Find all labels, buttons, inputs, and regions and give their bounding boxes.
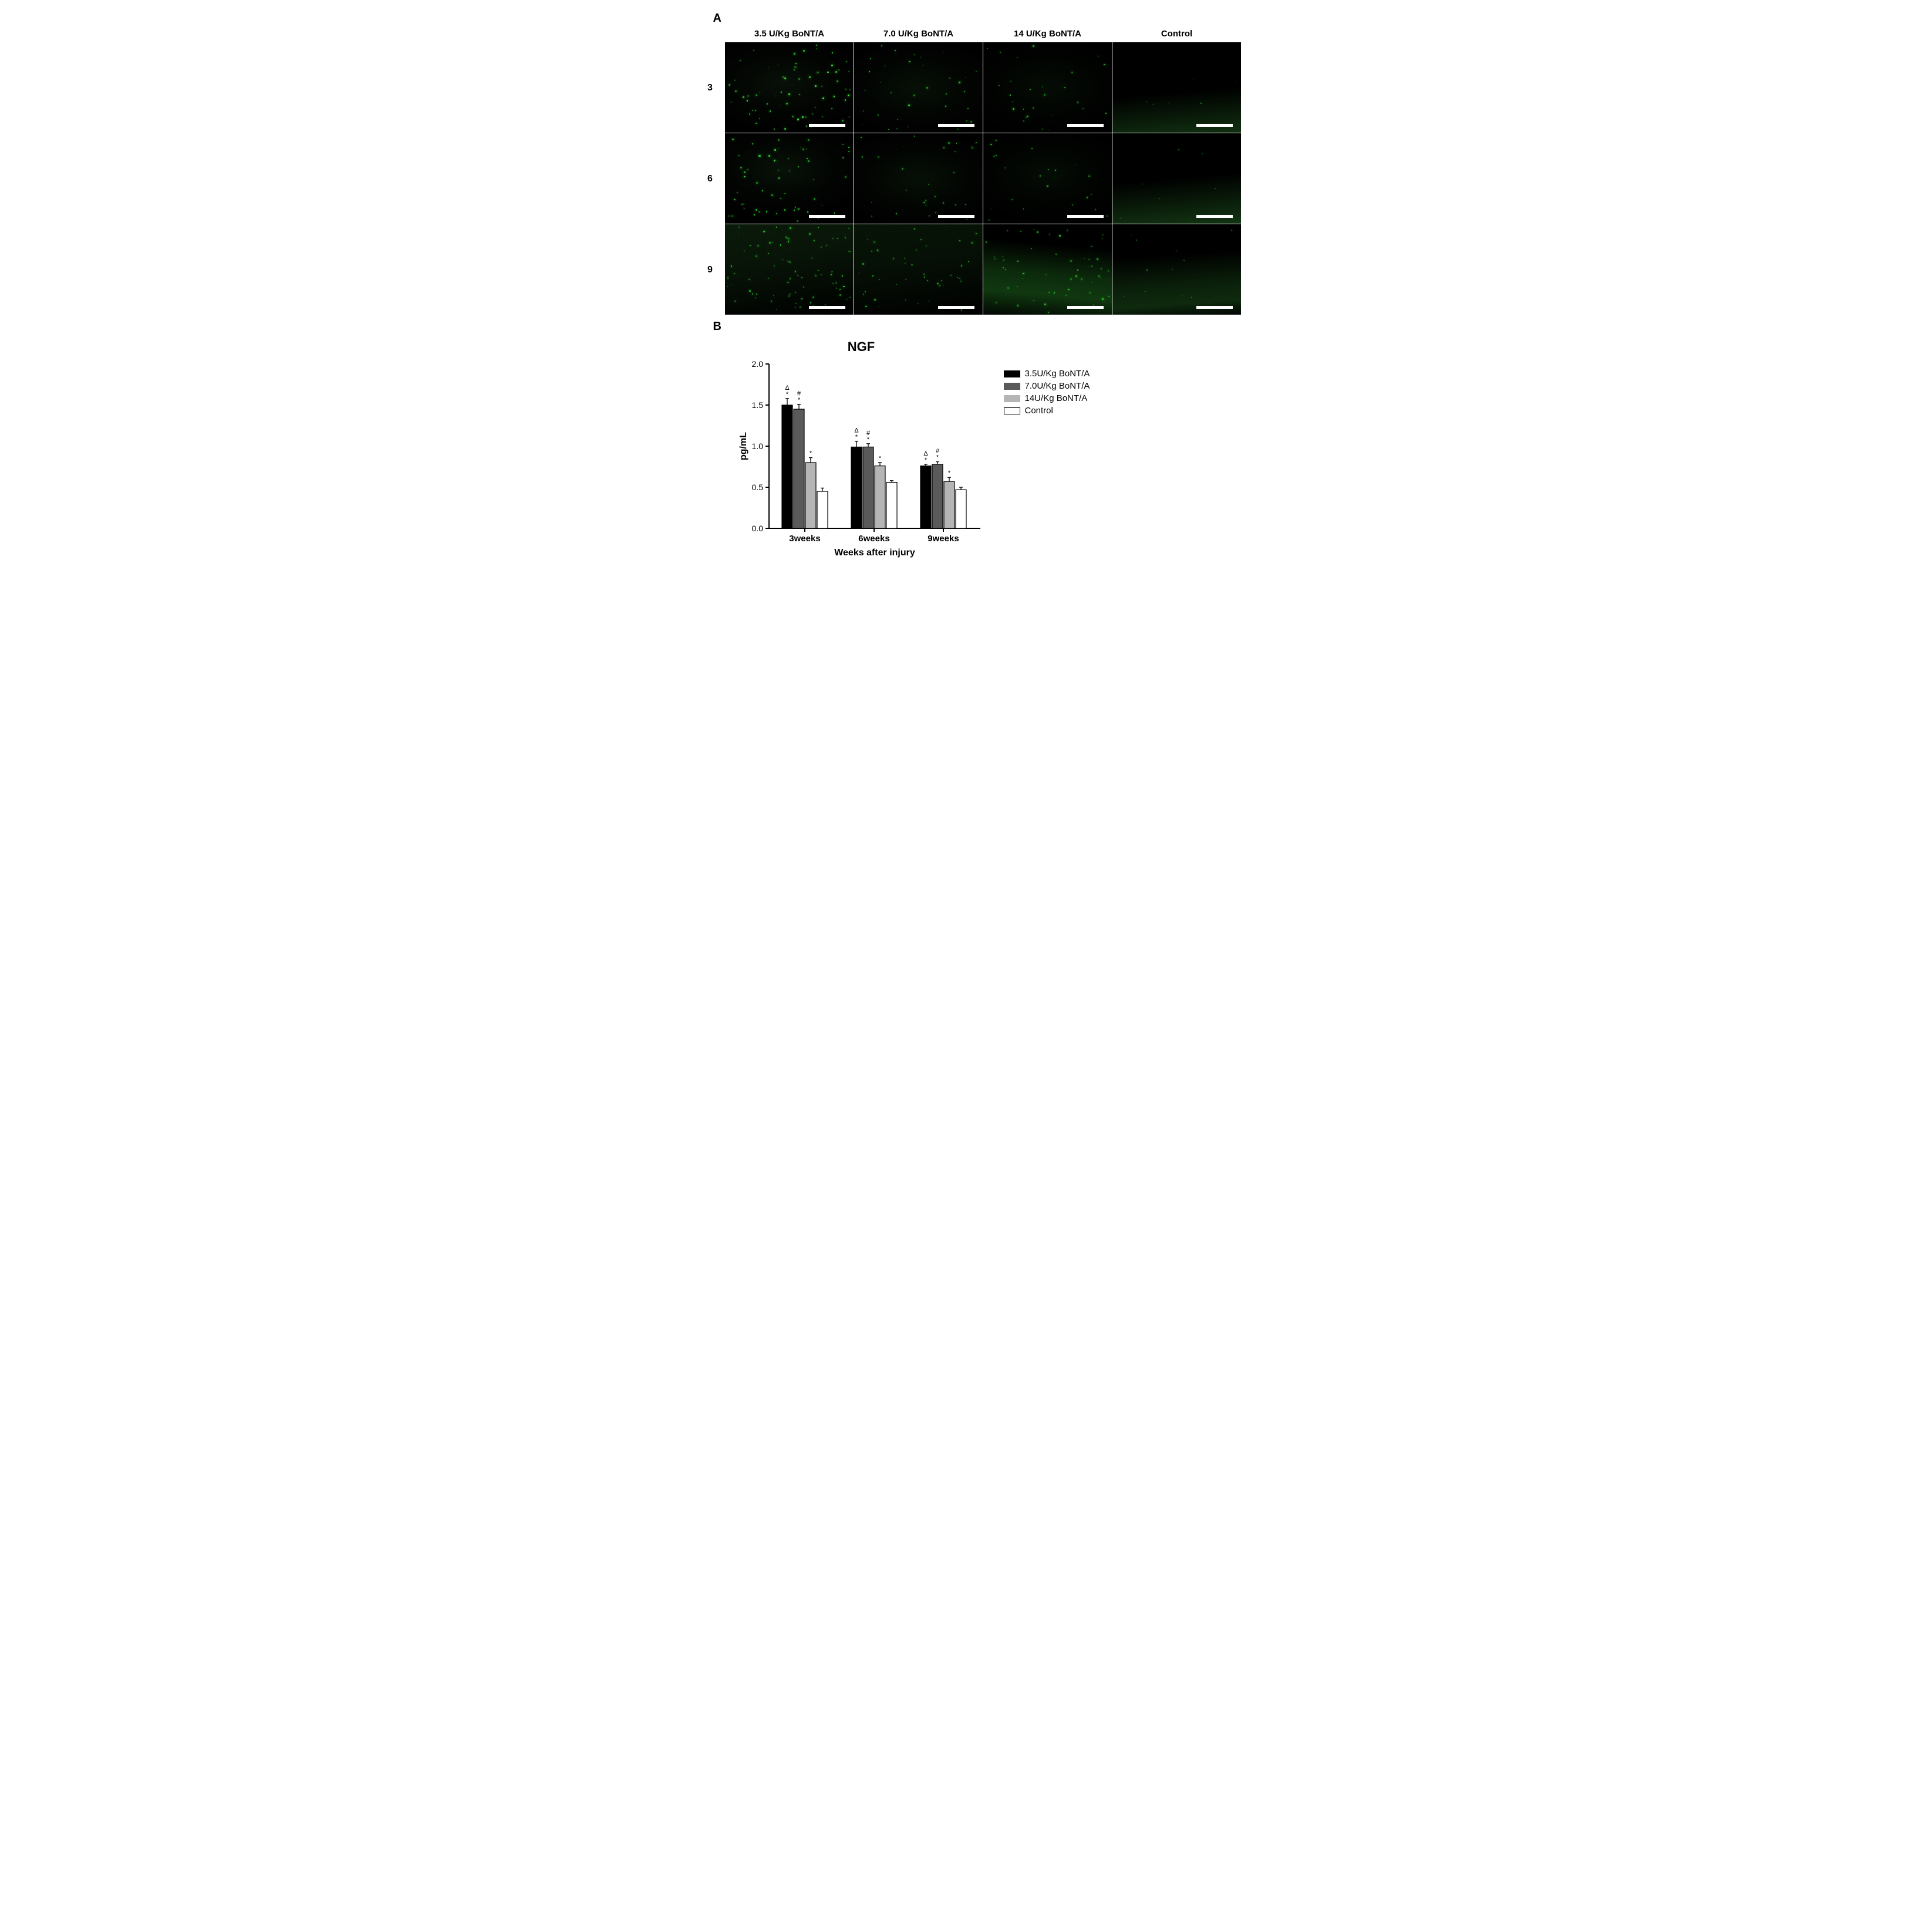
scale-bar [1196,124,1233,127]
scale-bar [1067,215,1104,218]
bar [817,491,828,528]
legend-item: Control [1004,406,1090,416]
scale-bar [1196,306,1233,309]
panel-b-label: B [713,320,1247,333]
micrograph-cell [983,42,1112,133]
bar [875,466,885,528]
micrograph-grid: 3 6 9 [696,42,1247,315]
scale-bar [1196,215,1233,218]
svg-text:Δ: Δ [785,385,790,392]
scale-bar [938,215,974,218]
svg-text:3weeks: 3weeks [789,534,820,544]
micrograph-cell [983,133,1112,224]
legend-item: 14U/Kg BoNT/A [1004,393,1090,403]
svg-text:#: # [866,430,870,437]
svg-text:1.5: 1.5 [751,400,763,410]
bar [851,447,862,528]
svg-text:Weeks after injury: Weeks after injury [834,548,915,558]
panel-a-label: A [713,12,1247,25]
micrograph-cell [854,42,983,133]
svg-text:Δ: Δ [854,427,859,434]
svg-text:Δ: Δ [923,450,928,457]
chart-legend: 3.5U/Kg BoNT/A 7.0U/Kg BoNT/A 14U/Kg BoNT/… [1004,369,1090,418]
micrograph-cell [854,133,983,224]
micrograph-cell [1112,42,1242,133]
svg-text:*: * [866,436,869,443]
micrograph-cell [1112,133,1242,224]
micrograph-cell [725,224,854,315]
bar [956,490,966,528]
bar [863,447,874,528]
panel-b: NGF 0.00.51.01.52.0pg/mL3weeks*Δ*#*6week… [672,339,1247,567]
figure-root: A Weeks after injury 3.5 U/Kg BoNT/A 7.0… [672,12,1247,567]
svg-text:0.5: 0.5 [751,483,763,492]
col-header: 7.0 U/Kg BoNT/A [854,29,983,42]
col-header: 14 U/Kg BoNT/A [983,29,1112,42]
svg-text:0.0: 0.0 [751,524,763,533]
col-header: 3.5 U/Kg BoNT/A [725,29,854,42]
legend-swatch [1004,383,1020,390]
micrograph-cell [983,224,1112,315]
svg-text:*: * [936,454,939,461]
svg-text:*: * [947,470,950,477]
row-label: 3 [696,83,725,93]
svg-text:*: * [785,391,788,398]
svg-text:#: # [797,390,801,397]
panel-a-col-headers: 3.5 U/Kg BoNT/A 7.0 U/Kg BoNT/A 14 U/Kg … [725,29,1247,42]
micrograph-cell [854,224,983,315]
chart-title: NGF [737,339,986,355]
legend-label: 3.5U/Kg BoNT/A [1025,369,1090,379]
legend-swatch [1004,407,1020,414]
scale-bar [1067,124,1104,127]
bar [782,405,792,528]
scale-bar [809,306,845,309]
row-label: 6 [696,174,725,184]
scale-bar [938,124,974,127]
svg-text:6weeks: 6weeks [858,534,889,544]
bar [794,409,804,528]
row-label: 9 [696,265,725,275]
panel-a: Weeks after injury 3.5 U/Kg BoNT/A 7.0 U… [696,29,1247,315]
bar [920,466,931,528]
svg-text:2.0: 2.0 [751,359,763,369]
scale-bar [1067,306,1104,309]
micrograph-cell [725,133,854,224]
legend-swatch [1004,370,1020,377]
svg-text:*: * [878,455,881,462]
legend-label: 14U/Kg BoNT/A [1025,393,1088,403]
micrograph-cell [725,42,854,133]
svg-text:*: * [797,397,800,404]
svg-text:pg/mL: pg/mL [738,432,748,460]
bar [944,481,955,528]
micrograph-cell [1112,224,1242,315]
svg-text:#: # [935,448,939,455]
scale-bar [809,124,845,127]
legend-label: Control [1025,406,1053,416]
svg-text:*: * [809,450,812,457]
scale-bar [938,306,974,309]
col-header: Control [1112,29,1242,42]
ngf-bar-chart: 0.00.51.01.52.0pg/mL3weeks*Δ*#*6weeks*Δ*… [737,358,986,564]
bar [932,464,943,528]
svg-text:*: * [855,434,858,441]
chart-container: NGF 0.00.51.01.52.0pg/mL3weeks*Δ*#*6week… [737,339,986,567]
legend-item: 3.5U/Kg BoNT/A [1004,369,1090,379]
svg-text:1.0: 1.0 [751,441,763,451]
legend-swatch [1004,395,1020,402]
bar [805,463,816,528]
svg-text:9weeks: 9weeks [928,534,959,544]
bar [886,483,897,528]
svg-text:*: * [924,457,927,464]
scale-bar [809,215,845,218]
legend-label: 7.0U/Kg BoNT/A [1025,381,1090,391]
legend-item: 7.0U/Kg BoNT/A [1004,381,1090,391]
